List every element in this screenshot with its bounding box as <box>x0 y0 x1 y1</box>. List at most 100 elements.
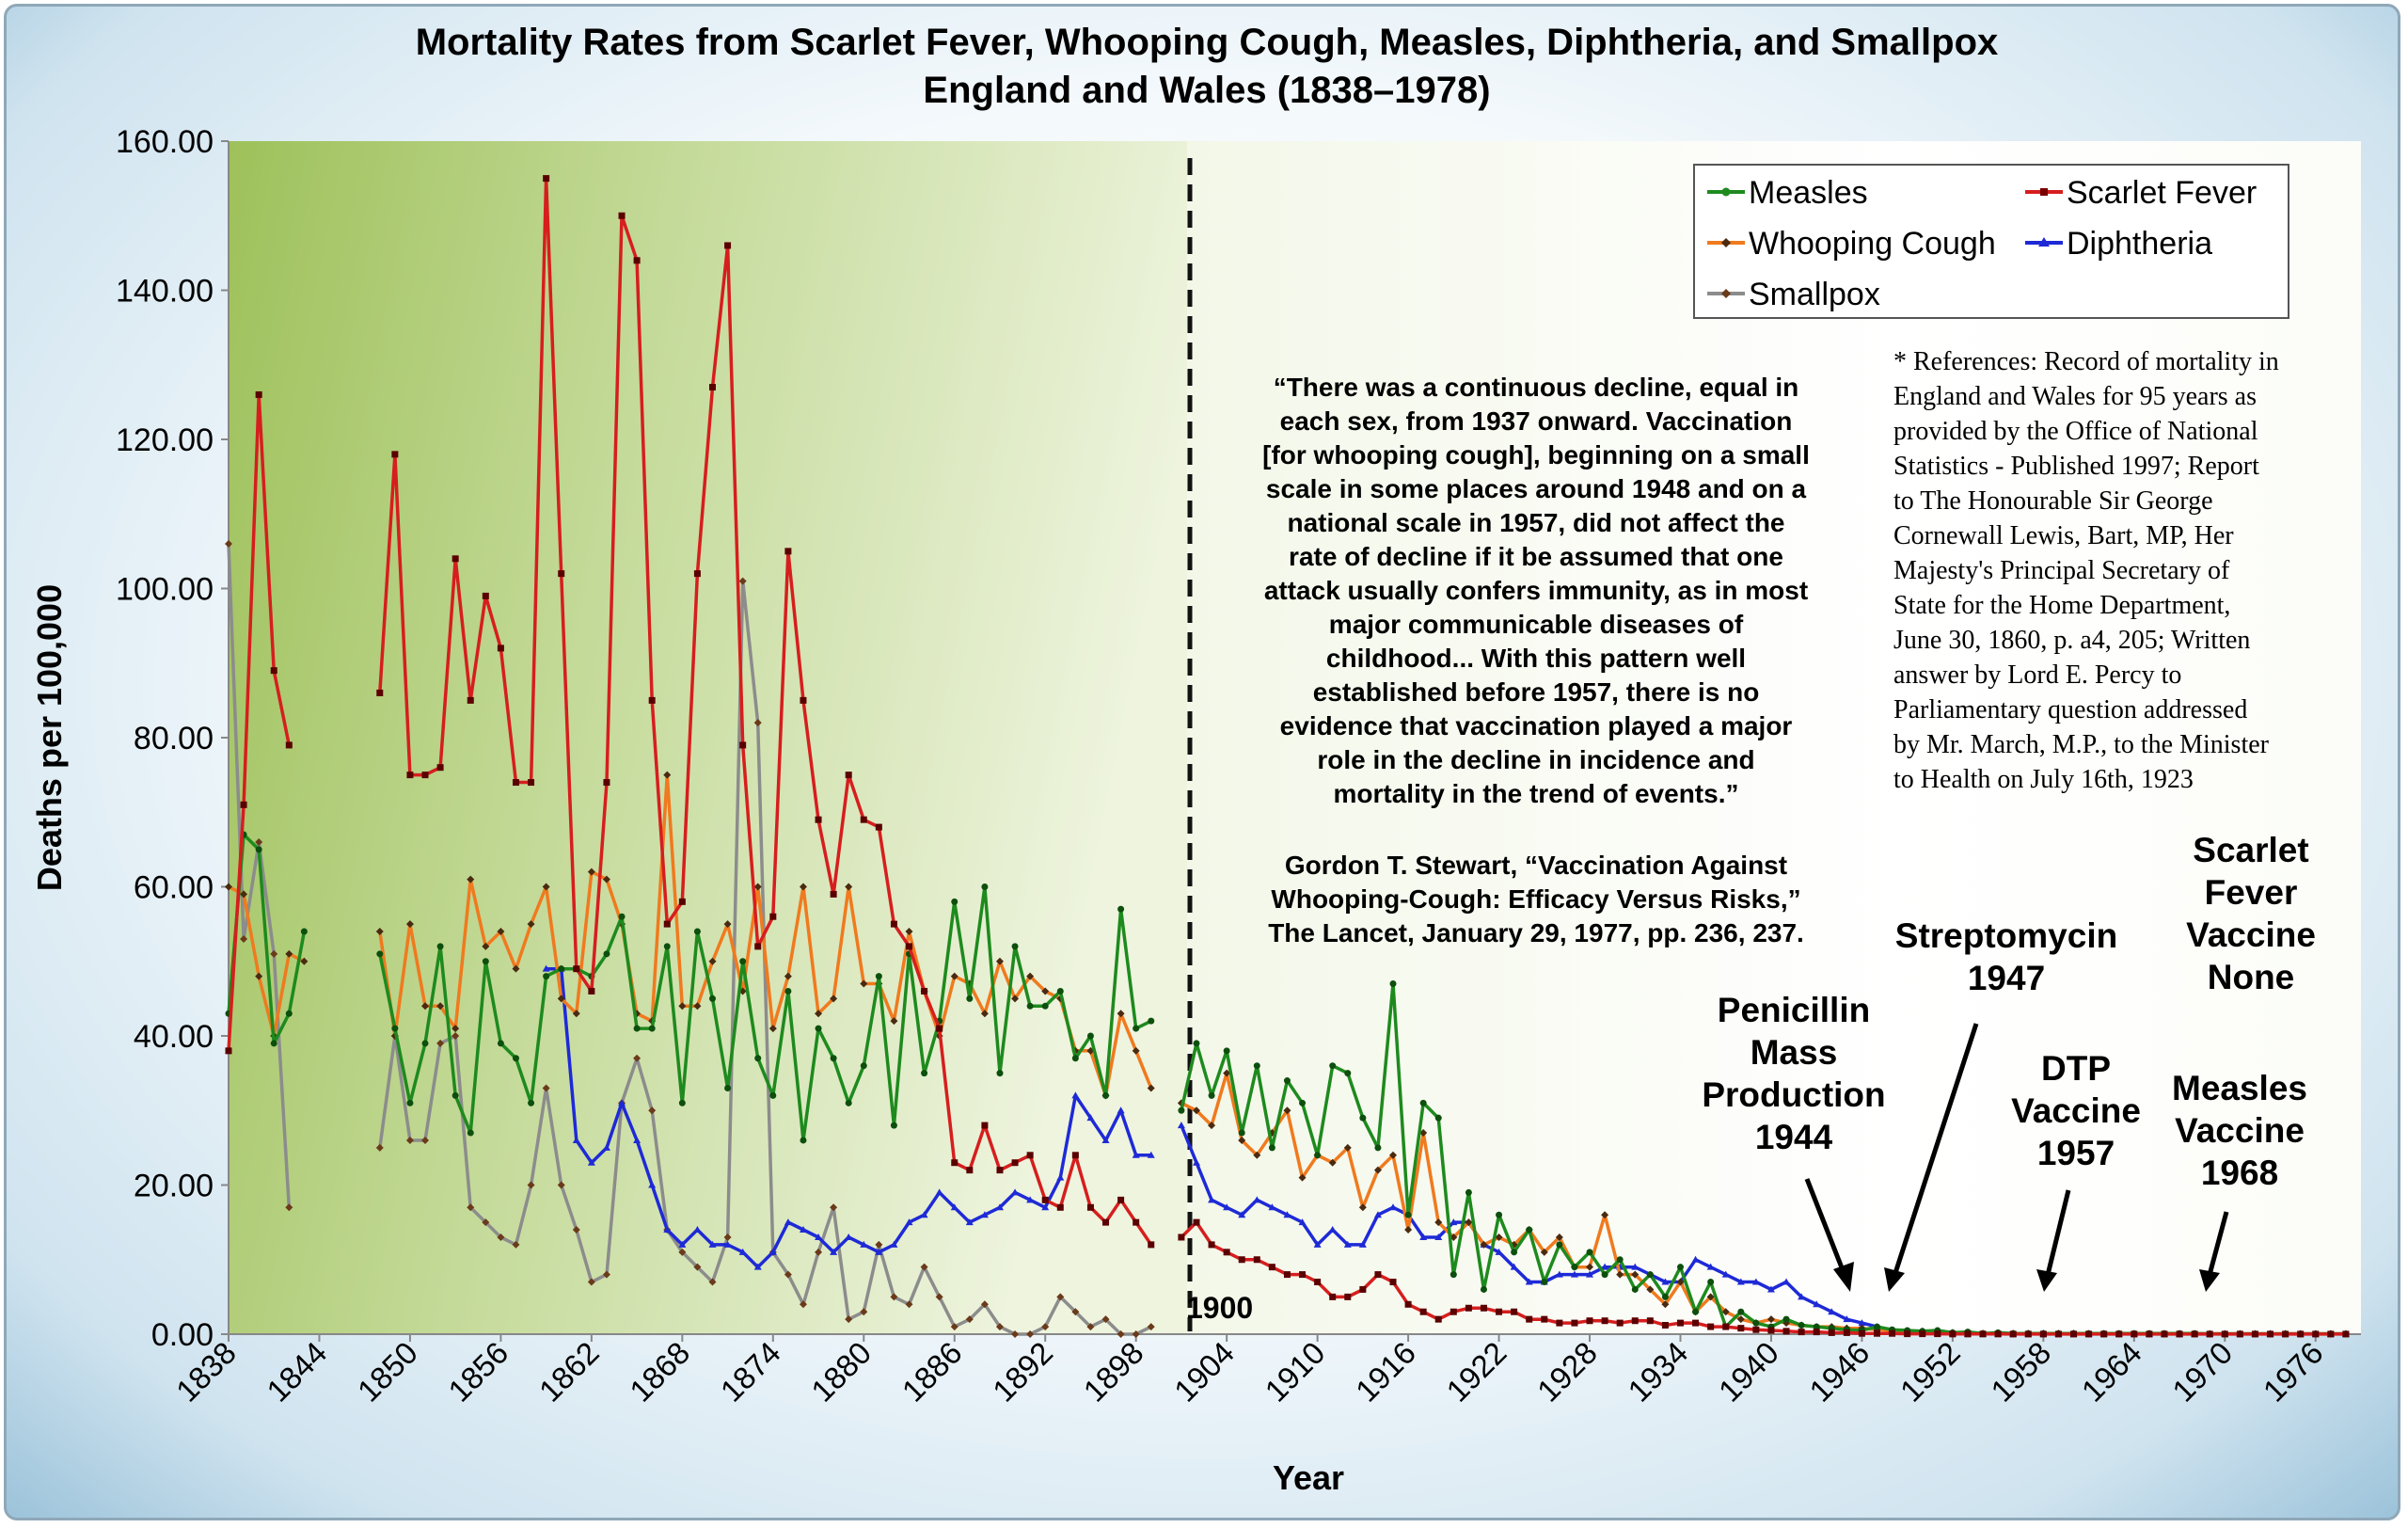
data-point-measles <box>618 913 626 920</box>
x-tick-label: 1970 <box>2165 1335 2239 1409</box>
data-point-smallpox <box>512 1240 520 1249</box>
data-point-diphtheria <box>618 1099 626 1106</box>
data-point-whooping-cough <box>482 942 490 950</box>
arrow-streptomycin <box>1893 1023 1979 1274</box>
data-point-smallpox <box>678 1248 687 1256</box>
y-tick-label: 80.00 <box>134 721 214 756</box>
data-point-smallpox <box>980 1300 989 1309</box>
y-tick-label: 140.00 <box>116 274 214 310</box>
data-point-measles <box>663 943 671 950</box>
data-point-whooping-cough <box>1540 1248 1548 1256</box>
data-point-scarlet-fever <box>255 390 262 398</box>
data-point-smallpox <box>255 837 263 846</box>
data-point-scarlet-fever <box>1011 1159 1019 1167</box>
data-point-measles <box>1026 1002 1034 1010</box>
data-point-whooping-cough <box>512 964 520 973</box>
data-point-measles <box>724 1084 732 1091</box>
quote-line: scale in some places around 1948 and on … <box>1266 474 1807 503</box>
data-point-scarlet-fever <box>2342 1330 2350 1338</box>
data-point-scarlet-fever <box>2070 1330 2078 1338</box>
data-point-scarlet-fever <box>2236 1330 2243 1338</box>
data-point-whooping-cough <box>1132 1046 1140 1055</box>
data-point-diphtheria <box>678 1240 687 1248</box>
data-point-measles <box>1102 1091 1110 1099</box>
data-point-whooping-cough <box>693 1002 702 1011</box>
milestone-scarlet-fever-vaccine: Scarlet Fever Vaccine None <box>2186 831 2316 996</box>
quote-line: role in the decline in incidence and <box>1317 745 1754 774</box>
data-point-diphtheria <box>1419 1233 1428 1240</box>
data-point-diphtheria <box>784 1218 792 1226</box>
data-point-diphtheria <box>995 1203 1004 1211</box>
data-point-smallpox <box>270 949 278 958</box>
data-point-scarlet-fever <box>648 696 656 704</box>
x-tick-label: 1874 <box>714 1335 787 1409</box>
data-point-smallpox <box>890 1293 898 1301</box>
data-point-whooping-cough <box>1373 1166 1382 1174</box>
milestone-measles-vaccine: Measles Vaccine 1968 <box>2172 1069 2307 1292</box>
data-point-whooping-cough <box>452 1025 460 1033</box>
data-point-whooping-cough <box>421 1002 430 1011</box>
data-point-diphtheria <box>890 1240 898 1248</box>
data-point-scarlet-fever <box>1934 1330 1941 1338</box>
data-point-measles <box>300 928 308 935</box>
data-point-diphtheria <box>1751 1278 1760 1285</box>
data-point-whooping-cough <box>1389 1151 1398 1159</box>
legend-label-smallpox: Smallpox <box>1749 277 1880 312</box>
data-point-measles <box>1389 980 1397 988</box>
data-point-diphtheria <box>1253 1196 1261 1203</box>
data-point-diphtheria <box>1706 1263 1715 1270</box>
data-point-smallpox <box>830 1203 838 1212</box>
data-point-measles <box>1238 1129 1245 1137</box>
data-point-measles <box>1646 1271 1654 1279</box>
data-point-smallpox <box>995 1323 1004 1331</box>
data-point-scarlet-fever <box>1601 1317 1608 1325</box>
data-point-measles <box>528 1099 535 1106</box>
quote-line: each sex, from 1937 onward. Vaccination <box>1280 406 1793 436</box>
x-tick-label: 1916 <box>1349 1335 1422 1409</box>
data-point-scarlet-fever <box>1404 1300 1412 1308</box>
x-tick-label: 1946 <box>1802 1335 1876 1409</box>
data-point-diphtheria <box>1858 1319 1866 1327</box>
data-point-whooping-cough <box>1586 1263 1594 1271</box>
data-point-whooping-cough <box>815 1010 823 1018</box>
data-point-measles <box>1752 1319 1760 1327</box>
data-point-scarlet-fever <box>996 1167 1004 1174</box>
data-point-measles <box>1223 1047 1230 1055</box>
data-point-scarlet-fever <box>421 772 429 779</box>
data-point-scarlet-fever <box>1117 1196 1125 1203</box>
data-point-measles <box>421 1040 429 1047</box>
legend-marker-smallpox <box>1721 289 1731 298</box>
data-point-diphtheria <box>1343 1240 1352 1248</box>
data-point-smallpox <box>587 1278 595 1286</box>
legend-marker-diphtheria <box>2038 237 2050 247</box>
data-point-diphtheria <box>587 1158 595 1166</box>
x-tick-label: 1886 <box>895 1335 969 1409</box>
data-point-whooping-cough <box>890 1017 898 1026</box>
data-point-scarlet-fever <box>1828 1329 1835 1336</box>
data-point-scarlet-fever <box>1541 1315 1548 1323</box>
data-point-measles <box>1117 905 1125 913</box>
data-point-scarlet-fever <box>2131 1330 2138 1338</box>
reference-line: Cornewall Lewis, Bart, MP, Her <box>1893 521 2234 550</box>
data-point-diphtheria <box>1843 1315 1851 1323</box>
data-point-measles <box>693 928 701 935</box>
milestone-label: DTP <box>2041 1049 2111 1088</box>
reference-line: by Mr. March, M.P., to the Minister <box>1893 730 2270 759</box>
data-point-diphtheria <box>1117 1106 1125 1114</box>
data-point-diphtheria <box>1661 1278 1670 1285</box>
data-point-diphtheria <box>1011 1188 1020 1196</box>
data-point-scarlet-fever <box>225 1047 232 1055</box>
arrow-measles-vaccine <box>2207 1211 2229 1276</box>
data-point-smallpox <box>633 1054 642 1062</box>
data-point-scarlet-fever <box>285 741 293 749</box>
data-point-smallpox <box>1011 1330 1020 1338</box>
data-point-scarlet-fever <box>391 451 399 458</box>
data-point-smallpox <box>753 719 762 727</box>
data-point-whooping-cough <box>300 957 309 965</box>
x-tick-label: 1964 <box>2075 1335 2148 1409</box>
data-point-whooping-cough <box>1555 1233 1563 1241</box>
data-point-whooping-cough <box>1026 972 1035 980</box>
x-axis-ticks: 1838 1844 1850 1856 1862 1868 1874 1880 1886 1892… <box>169 1334 2330 1409</box>
data-point-diphtheria <box>1555 1270 1563 1278</box>
data-point-scarlet-fever <box>2100 1330 2108 1338</box>
